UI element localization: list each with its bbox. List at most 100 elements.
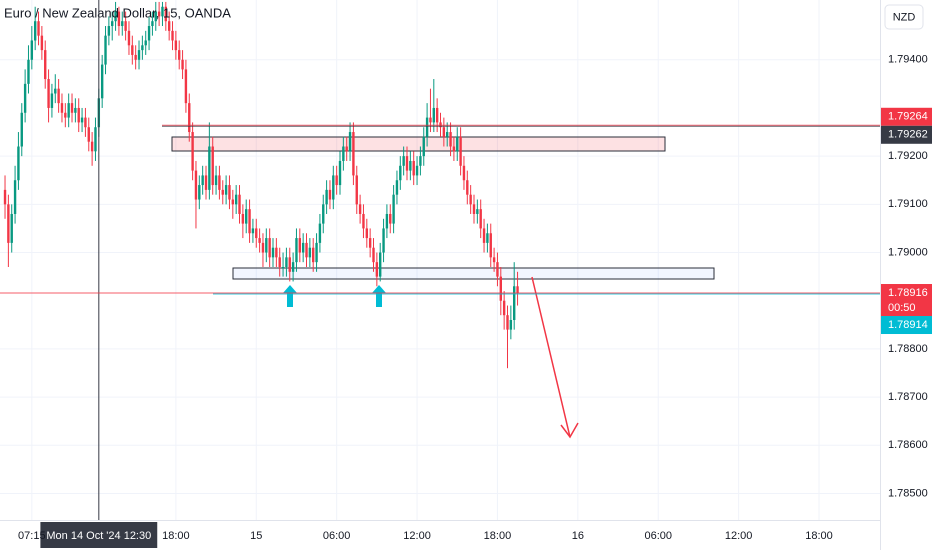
candle-body	[258, 238, 261, 243]
candle-body	[121, 21, 124, 27]
candle-body	[412, 160, 415, 176]
candle-body	[231, 199, 235, 205]
up-arrow	[372, 285, 386, 307]
candle-body	[395, 180, 399, 195]
candle-body	[114, 11, 117, 22]
candle-body	[127, 30, 131, 46]
candle-body	[67, 103, 70, 118]
candle-body	[134, 54, 137, 60]
candle-body	[338, 160, 342, 186]
x-tick-label: 12:00	[403, 530, 431, 542]
candle-body	[74, 107, 77, 113]
candle-body	[385, 213, 389, 229]
currency-box[interactable]	[884, 4, 924, 30]
candle-body	[285, 257, 288, 267]
candle-body	[221, 189, 224, 195]
candle-body	[452, 146, 456, 152]
candle-body	[456, 136, 459, 152]
candles	[3, 1, 519, 369]
candle-body	[157, 11, 161, 17]
candle-body	[238, 194, 241, 214]
candle-body	[17, 146, 20, 181]
candle-body	[7, 204, 10, 243]
candle-body	[399, 165, 402, 181]
price-label-box	[881, 316, 932, 335]
candle-body	[70, 103, 74, 113]
candle-body	[301, 242, 305, 253]
candle-body	[224, 185, 228, 195]
candle-body	[275, 247, 278, 258]
candle-body	[489, 233, 492, 258]
candle-body	[218, 175, 221, 190]
candle-body	[100, 64, 104, 99]
candle-body	[37, 21, 40, 36]
candle-body	[469, 194, 472, 205]
candle-body	[77, 107, 80, 123]
candle-body	[144, 40, 147, 46]
candle-body	[375, 262, 379, 277]
candle-body	[281, 266, 285, 268]
currency: NZD	[893, 11, 916, 23]
candle-body	[516, 286, 519, 294]
price-label: 1.78914	[888, 319, 928, 331]
candle-body	[472, 204, 476, 214]
y-tick-label: 1.78500	[888, 487, 928, 499]
candle-body	[208, 146, 211, 190]
candle-body	[352, 132, 355, 176]
price-label-box	[881, 125, 932, 144]
candle-body	[291, 262, 295, 272]
candle-body	[40, 35, 44, 51]
candle-body	[44, 50, 47, 80]
candle-body	[318, 223, 322, 243]
candle-body	[466, 180, 469, 195]
y-tick-label: 1.79400	[888, 54, 928, 66]
candle-body	[502, 300, 506, 316]
candle-body	[506, 315, 509, 330]
candle-body	[3, 189, 7, 205]
candle-body	[194, 170, 198, 200]
candle-body	[211, 146, 214, 186]
candle-body	[141, 45, 144, 51]
up-arrow	[283, 285, 297, 307]
candle-body	[241, 213, 245, 224]
x-tick-label: 18:00	[484, 530, 512, 542]
candle-body	[365, 228, 369, 239]
candle-body	[322, 204, 325, 224]
y-tick-label: 1.78800	[888, 343, 928, 355]
candle-body	[509, 320, 513, 330]
candle-body	[191, 132, 194, 171]
candle-body	[54, 88, 57, 94]
price-label: 1.79262	[888, 129, 928, 141]
price-label-box	[881, 284, 932, 317]
candle-body	[449, 132, 452, 147]
candle-body	[214, 175, 218, 186]
candle-body	[137, 50, 141, 60]
candle-body	[111, 21, 114, 27]
y-tick-label: 1.78700	[888, 391, 928, 403]
y-tick-label: 1.79100	[888, 198, 928, 210]
candle-body	[362, 213, 365, 229]
x-tick-label: 18:00	[162, 530, 190, 542]
candle-body	[271, 247, 275, 258]
candle-body	[355, 175, 358, 205]
candle-body	[184, 69, 188, 104]
candle-body	[124, 21, 127, 31]
candle-body	[201, 175, 204, 186]
candle-body	[33, 21, 37, 41]
candle-body	[84, 117, 87, 128]
candle-body	[107, 26, 111, 36]
x-tick-label: 12:00	[725, 530, 753, 542]
candle-body	[315, 242, 318, 263]
candle-body	[298, 238, 302, 253]
candle-body	[147, 26, 151, 41]
candle-body	[479, 209, 482, 229]
candle-body	[10, 213, 13, 243]
candle-body	[409, 160, 412, 171]
candle-body	[181, 59, 184, 70]
candle-body	[402, 156, 405, 166]
candle-body	[87, 127, 90, 142]
candle-body	[405, 156, 409, 171]
